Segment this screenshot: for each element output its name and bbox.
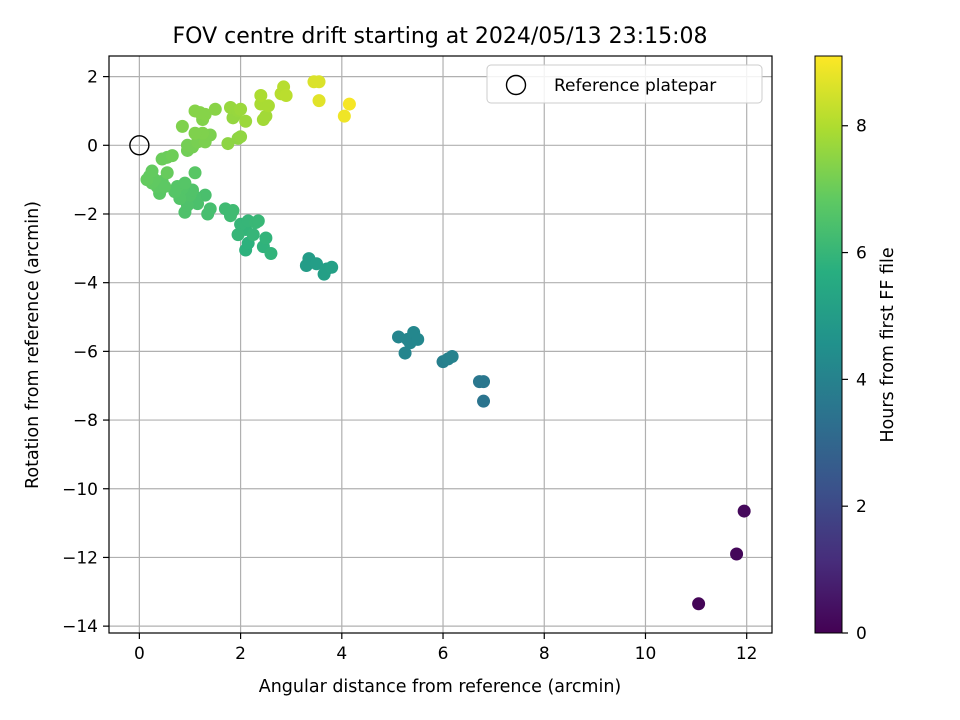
legend-entry-label: Reference platepar xyxy=(554,76,716,96)
data-point xyxy=(254,88,268,102)
x-axis-ticks: 0 2 4 6 8 10 12 xyxy=(134,633,758,664)
data-point xyxy=(411,332,425,346)
y-tick-label: −4 xyxy=(73,274,98,294)
y-tick-label: −8 xyxy=(73,411,98,431)
data-point xyxy=(231,228,245,242)
data-point xyxy=(310,257,324,271)
data-point xyxy=(261,99,275,113)
data-point xyxy=(178,176,192,190)
x-tick-label: 2 xyxy=(235,644,246,664)
data-point xyxy=(145,164,159,178)
data-point xyxy=(312,94,326,108)
data-point xyxy=(191,197,205,211)
data-point xyxy=(165,149,179,163)
data-point xyxy=(168,185,182,199)
data-point xyxy=(398,346,412,360)
x-tick-label: 12 xyxy=(736,644,758,664)
y-tick-label: 2 xyxy=(87,68,98,88)
data-point xyxy=(175,119,189,133)
data-point xyxy=(234,102,248,116)
y-tick-label: −12 xyxy=(62,548,98,568)
legend: Reference platepar xyxy=(486,64,763,104)
legend-marker xyxy=(505,74,527,96)
y-tick-label: −6 xyxy=(73,342,98,362)
data-point xyxy=(198,188,212,202)
y-tick-label: −10 xyxy=(62,480,98,500)
data-point xyxy=(325,260,339,274)
colorbar-tick-label: 2 xyxy=(856,497,867,517)
y-axis-ticks: −14 −12 −10 −8 −6 −4 −2 0 2 xyxy=(62,68,109,637)
data-point xyxy=(158,180,172,194)
chart-title: FOV centre drift starting at 2024/05/13 … xyxy=(173,24,708,49)
colorbar-tick-label: 8 xyxy=(856,117,867,137)
reference-marker-group xyxy=(129,135,150,156)
data-point xyxy=(221,137,235,151)
data-point xyxy=(730,547,744,561)
data-point xyxy=(251,214,265,228)
data-point xyxy=(223,209,237,223)
data-point xyxy=(259,109,273,123)
data-point xyxy=(264,246,278,260)
y-tick-label: −14 xyxy=(62,617,98,637)
data-point xyxy=(279,88,293,102)
data-point xyxy=(160,166,174,180)
x-axis-label: Angular distance from reference (arcmin) xyxy=(259,677,622,697)
data-point xyxy=(193,106,207,120)
data-point xyxy=(188,126,202,140)
colorbar-gradient xyxy=(814,55,843,634)
data-point xyxy=(342,97,356,111)
y-tick-label: 0 xyxy=(87,136,98,156)
x-tick-label: 8 xyxy=(539,644,550,664)
x-tick-label: 6 xyxy=(438,644,449,664)
data-point xyxy=(445,350,459,364)
y-tick-label: −2 xyxy=(73,205,98,225)
data-point xyxy=(259,231,273,245)
y-axis-label: Rotation from reference (arcmin) xyxy=(23,201,43,489)
data-point xyxy=(188,166,202,180)
data-point xyxy=(234,130,248,144)
data-points xyxy=(140,75,751,611)
data-point xyxy=(477,375,491,389)
grid-lines xyxy=(109,56,772,633)
data-point xyxy=(239,114,253,128)
colorbar-ticks: 0 2 4 6 8 xyxy=(842,117,867,644)
colorbar-tick-label: 0 xyxy=(856,624,867,644)
colorbar: 0 2 4 6 8 Hours from first FF file xyxy=(814,55,898,644)
colorbar-label: Hours from first FF file xyxy=(878,247,898,442)
reference-marker xyxy=(129,135,150,156)
data-point xyxy=(737,504,751,518)
legend-box xyxy=(486,64,763,104)
data-point xyxy=(208,102,222,116)
data-point xyxy=(337,109,351,123)
data-point xyxy=(477,394,491,408)
data-point xyxy=(203,202,217,216)
colorbar-tick-label: 4 xyxy=(856,370,867,390)
x-tick-label: 0 xyxy=(134,644,145,664)
plot-frame xyxy=(108,55,773,634)
data-point xyxy=(246,228,260,242)
data-point xyxy=(692,597,706,611)
x-tick-label: 4 xyxy=(336,644,347,664)
data-point xyxy=(312,75,326,89)
x-tick-label: 10 xyxy=(635,644,657,664)
colorbar-tick-label: 6 xyxy=(856,244,867,264)
